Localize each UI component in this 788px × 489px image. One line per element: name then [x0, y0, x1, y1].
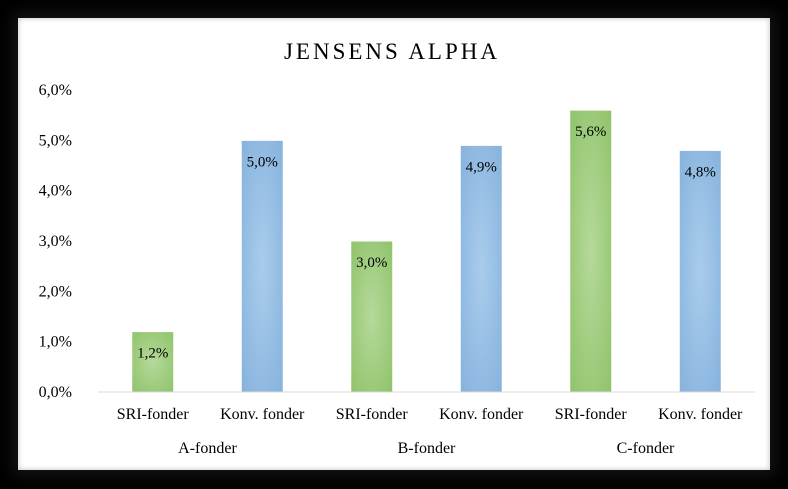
y-tick-label: 5,0%	[39, 132, 72, 149]
x-category-label: SRI-fonder	[336, 406, 409, 423]
x-category-label: Konv. fonder	[439, 406, 524, 423]
bar-value-label: 4,8%	[685, 164, 716, 180]
bar-value-label: 5,0%	[247, 154, 278, 170]
x-category-label: SRI-fonder	[117, 406, 190, 423]
bar-sri	[569, 109, 613, 393]
x-group-label: B-fonder	[398, 440, 456, 457]
y-tick-label: 2,0%	[39, 283, 72, 300]
x-category-label: SRI-fonder	[555, 406, 628, 423]
jensens-alpha-chart: JENSENS ALPHA 0,0% 1,0% 2,0% 3,0% 4,0% 5,0% 6,…	[39, 39, 755, 457]
x-category-label: Konv. fonder	[220, 406, 305, 423]
y-tick-label: 6,0%	[39, 82, 72, 99]
y-tick-label: 4,0%	[39, 183, 72, 200]
bar-value-label: 4,9%	[466, 159, 497, 175]
bar-konv	[240, 139, 284, 393]
bar-sri	[350, 240, 394, 393]
bar-value-label: 1,2%	[137, 346, 168, 362]
y-tick-label: 0,0%	[39, 384, 72, 401]
y-tick-label: 3,0%	[39, 233, 72, 250]
bar-value-label: 3,0%	[356, 255, 387, 271]
x-group-label: C-fonder	[617, 440, 675, 457]
bar-value-label: 5,6%	[575, 124, 606, 140]
x-group-label: A-fonder	[178, 440, 237, 457]
bar-konv	[459, 144, 503, 393]
y-tick-label: 1,0%	[39, 334, 72, 351]
chart-title: JENSENS ALPHA	[284, 39, 500, 64]
bar-sri	[131, 331, 175, 393]
x-category-label: Konv. fonder	[658, 406, 743, 423]
bar-konv	[678, 149, 722, 393]
chart-frame: JENSENS ALPHA 0,0% 1,0% 2,0% 3,0% 4,0% 5,0% 6,…	[18, 18, 770, 470]
